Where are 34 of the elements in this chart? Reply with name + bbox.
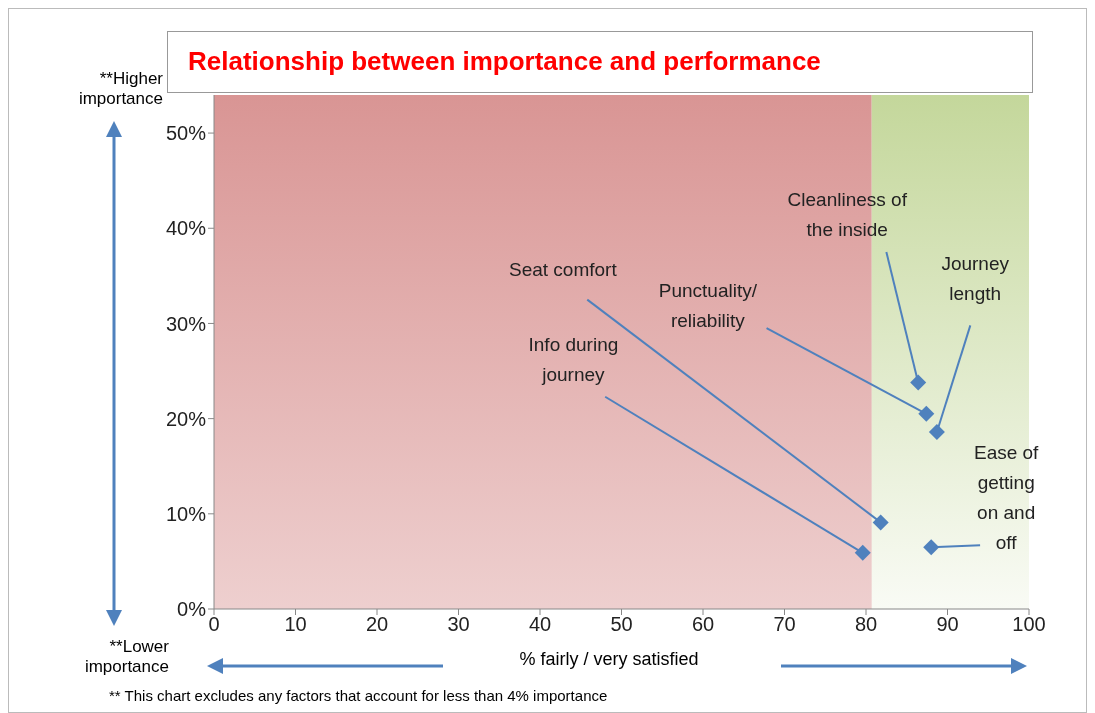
y-tick-label: 0% [177,598,207,621]
x-tick-label: 90 [936,613,959,636]
x-tick-label: 70 [773,613,796,636]
annotation: Info during journey [528,334,619,386]
text: ** This chart excludes any factors that account for less than 4% importance [109,687,608,704]
annotation: Ease of getting on and off [973,442,1040,554]
point [872,514,889,531]
x-tick-label: 10 [284,613,307,636]
annotation: Cleanliness of the inside [787,188,908,240]
x-tick-label: 30 [447,613,470,636]
annotation: Journey length [941,253,1010,305]
x-tick-label: 60 [691,613,715,636]
point [910,374,927,391]
x-axis-title: % fairly / very satisfied [518,649,700,670]
point [918,405,935,422]
y-tick-label: 50% [165,122,207,145]
x-tick-label: 50 [610,613,633,636]
y-tick-label: 30% [165,312,207,335]
x-tick-label: 0 [208,613,220,636]
x-tick-label: 80 [854,613,878,636]
annotation: Seat comfort [508,258,618,280]
y-tick-label: 20% [165,407,207,430]
text: **Lower importance [83,637,169,677]
text: **Higher importance [77,69,163,109]
y-tick-label: 40% [165,217,207,240]
x-tick-label: 20 [365,613,389,636]
chart-title: Relationship between importance and performance [167,31,1033,93]
x-tick-label: 100 [1012,613,1046,636]
y-tick-label: 10% [165,502,207,525]
x-tick-label: 40 [528,613,552,636]
point [854,544,871,561]
point [928,423,945,440]
point [923,539,940,556]
annotation: Punctuality/ reliability [658,280,758,332]
